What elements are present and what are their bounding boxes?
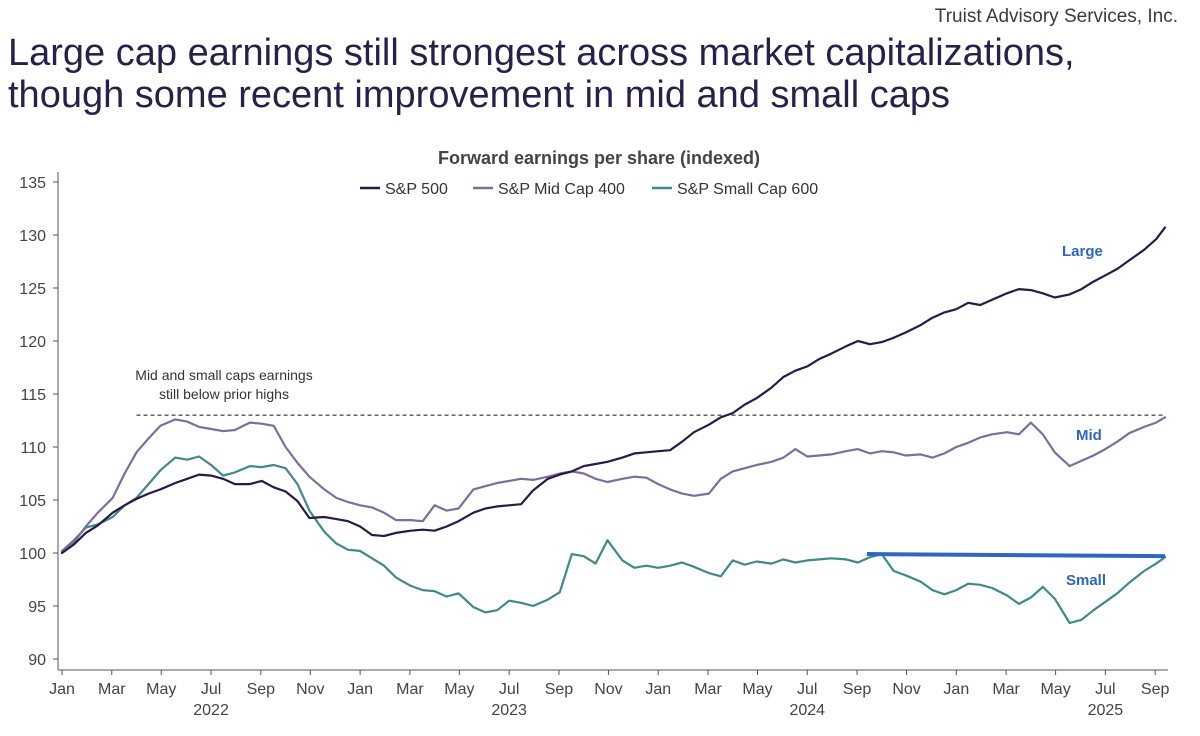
y-tick-label: 135 bbox=[19, 175, 46, 192]
y-tick-label: 105 bbox=[19, 493, 46, 510]
x-tick-label: Jan bbox=[49, 681, 75, 698]
x-tick-label: Sep bbox=[843, 681, 872, 698]
label-large: Large bbox=[1062, 243, 1103, 260]
series-line-mid bbox=[60, 416, 1167, 553]
year-label: 2024 bbox=[789, 702, 825, 719]
small-cap-highlight-line bbox=[866, 552, 1166, 559]
annotation-prior-highs-line2: still below prior highs bbox=[159, 386, 289, 402]
page-title: Large cap earnings still strongest acros… bbox=[8, 32, 1075, 116]
x-tick-label: Jul bbox=[201, 681, 221, 698]
x-tick-label: Mar bbox=[98, 681, 126, 698]
annotation-prior-highs-line1: Mid and small caps earnings bbox=[135, 367, 312, 383]
x-tick-label: Jul bbox=[797, 681, 817, 698]
y-tick-label: 120 bbox=[19, 334, 46, 351]
x-tick-label: Mar bbox=[694, 681, 722, 698]
x-ticks: Jan Mar May Jul Sep Nov Jan Mar May Jul Sep Nov Jan M… bbox=[49, 670, 1169, 698]
legend-label-small: S&P Small Cap 600 bbox=[677, 181, 818, 198]
y-tick-label: 90 bbox=[28, 652, 46, 669]
y-tick-label: 115 bbox=[20, 387, 46, 404]
x-tick-label: May bbox=[1040, 681, 1070, 698]
x-tick-label: Sep bbox=[247, 681, 276, 698]
y-tick-label: 110 bbox=[20, 440, 46, 457]
chart-title: Forward earnings per share (indexed) bbox=[438, 148, 760, 168]
x-tick-label: Sep bbox=[1141, 681, 1170, 698]
year-labels: 2022 2023 2024 2025 bbox=[193, 702, 1123, 719]
x-tick-label: Jan bbox=[645, 681, 671, 698]
legend: S&P 500 S&P Mid Cap 400 S&P Small Cap 60… bbox=[360, 181, 818, 198]
y-tick-label: 125 bbox=[19, 281, 46, 298]
x-tick-label: Mar bbox=[396, 681, 424, 698]
x-tick-label: Jul bbox=[1095, 681, 1115, 698]
year-label: 2022 bbox=[193, 702, 229, 719]
legend-label-mid: S&P Mid Cap 400 bbox=[498, 181, 625, 198]
x-tick-label: Nov bbox=[594, 681, 622, 698]
source-label: Truist Advisory Services, Inc. bbox=[934, 6, 1178, 27]
year-label: 2025 bbox=[1088, 702, 1124, 719]
label-mid: Mid bbox=[1076, 427, 1102, 444]
series-line-small bbox=[60, 455, 1167, 625]
x-tick-label: Nov bbox=[892, 681, 920, 698]
label-small: Small bbox=[1066, 572, 1106, 589]
y-ticks: 90 95 100 105 110 115 120 125 130 135 bbox=[19, 175, 58, 669]
x-tick-label: May bbox=[146, 681, 176, 698]
x-tick-label: Jan bbox=[943, 681, 969, 698]
x-tick-label: May bbox=[742, 681, 772, 698]
legend-label-large: S&P 500 bbox=[385, 181, 448, 198]
x-tick-label: Sep bbox=[545, 681, 574, 698]
y-tick-label: 95 bbox=[28, 599, 46, 616]
y-tick-label: 130 bbox=[19, 228, 46, 245]
series-line-large bbox=[60, 226, 1167, 555]
x-tick-label: Nov bbox=[296, 681, 324, 698]
x-tick-label: Jul bbox=[499, 681, 519, 698]
y-tick-label: 100 bbox=[19, 546, 46, 563]
x-tick-label: Mar bbox=[992, 681, 1020, 698]
x-tick-label: May bbox=[444, 681, 474, 698]
x-tick-label: Jan bbox=[347, 681, 373, 698]
year-label: 2023 bbox=[491, 702, 527, 719]
